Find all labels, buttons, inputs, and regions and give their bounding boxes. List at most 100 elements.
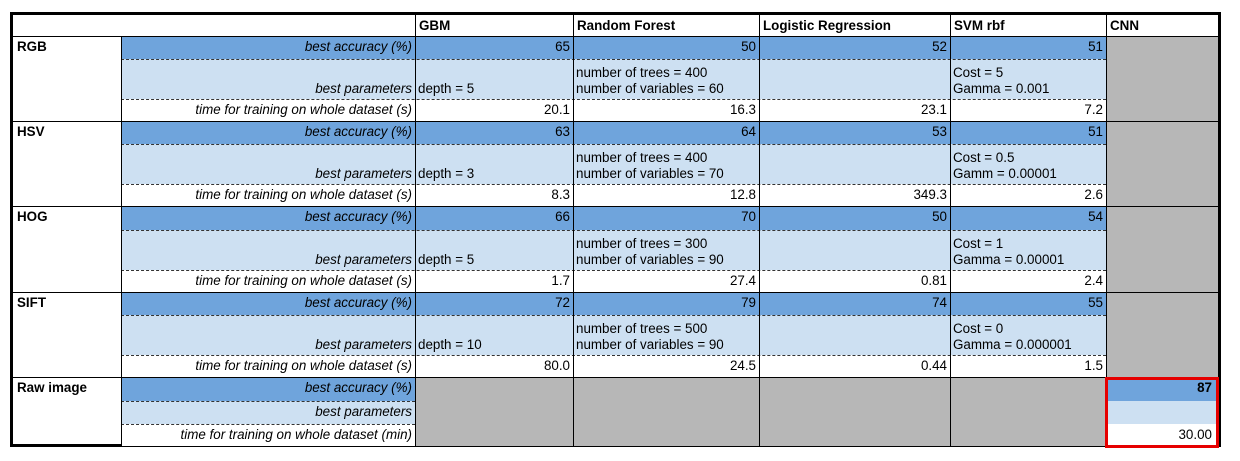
params-value: Cost = 0 Gamma = 0.000001 <box>950 315 1106 355</box>
accuracy-value: 54 <box>950 206 1106 230</box>
accuracy-value: 72 <box>415 292 573 315</box>
dashed-divider <box>121 270 1106 271</box>
row-label-accuracy: best accuracy (%) <box>121 292 415 315</box>
row-label-accuracy: best accuracy (%) <box>121 377 415 401</box>
dashed-divider <box>121 401 415 402</box>
grid-line <box>573 15 574 446</box>
param-line: number of trees = 300 <box>576 236 708 251</box>
param-line: Cost = 0.5 <box>953 150 1015 165</box>
dashed-divider <box>121 315 1106 316</box>
time-value: 349.3 <box>759 184 950 206</box>
time-value: 20.1 <box>415 99 573 121</box>
row-label-time: time for training on whole dataset (s) <box>121 184 415 206</box>
params-value <box>759 144 950 184</box>
column-header-logistic-regression: Logistic Regression <box>763 18 891 33</box>
accuracy-value: 51 <box>950 121 1106 144</box>
row-label-params: best parameters <box>121 315 415 355</box>
empty-cell <box>1106 292 1218 377</box>
params-value <box>759 59 950 99</box>
param-line: Gamma = 0.000001 <box>953 337 1072 352</box>
accuracy-value: 63 <box>415 121 573 144</box>
results-table: GBM Random Forest Logistic Regression SVM r… <box>10 12 1221 447</box>
row-label-params: best parameters <box>121 401 415 424</box>
time-value: 8.3 <box>415 184 573 206</box>
accuracy-value: 50 <box>573 36 759 59</box>
param-line: Cost = 5 <box>953 65 1004 80</box>
dashed-divider <box>121 184 1106 185</box>
param-line: Cost = 0 <box>953 321 1004 336</box>
cnn-time-value: 30.00 <box>1106 424 1218 446</box>
column-header-random-forest: Random Forest <box>577 18 676 33</box>
params-value: number of trees = 400 number of variables… <box>573 59 759 99</box>
time-value: 80.0 <box>415 355 573 377</box>
empty-cell <box>1106 206 1218 292</box>
dashed-divider <box>121 144 1106 145</box>
row-label-accuracy: best accuracy (%) <box>121 121 415 144</box>
time-value: 23.1 <box>759 99 950 121</box>
column-header-cnn: CNN <box>1110 18 1140 33</box>
params-value: depth = 3 <box>415 144 573 184</box>
feature-name: RGB <box>17 39 47 54</box>
grid-line <box>13 292 1218 293</box>
param-line: depth = 10 <box>418 337 482 352</box>
param-line: Gamma = 0.00001 <box>953 252 1065 267</box>
param-line: number of variables = 70 <box>576 166 724 181</box>
feature-name: HSV <box>17 124 45 139</box>
params-value: Cost = 1 Gamma = 0.00001 <box>950 230 1106 270</box>
grid-line <box>121 36 122 446</box>
feature-name: Raw image <box>17 380 87 395</box>
empty-cell <box>950 377 1106 446</box>
param-line: number of trees = 400 <box>576 150 708 165</box>
column-header-gbm: GBM <box>419 18 451 33</box>
feature-name: SIFT <box>17 295 47 310</box>
time-value: 27.4 <box>573 270 759 292</box>
grid-line <box>13 121 1218 122</box>
param-line: depth = 3 <box>418 166 475 181</box>
feature-name: HOG <box>17 209 48 224</box>
row-label-params: best parameters <box>121 230 415 270</box>
dashed-divider <box>121 355 1106 356</box>
row-label-params: best parameters <box>121 144 415 184</box>
param-line: number of trees = 400 <box>576 65 708 80</box>
accuracy-value: 53 <box>759 121 950 144</box>
params-value <box>759 315 950 355</box>
empty-cell <box>1106 121 1218 206</box>
grid-line <box>759 15 760 446</box>
param-line: depth = 5 <box>418 81 475 96</box>
params-value: number of trees = 400 number of variables… <box>573 144 759 184</box>
params-value: number of trees = 500 number of variables… <box>573 315 759 355</box>
row-label-time: time for training on whole dataset (s) <box>121 99 415 121</box>
dashed-divider <box>121 424 415 425</box>
row-label-time: time for training on whole dataset (s) <box>121 270 415 292</box>
grid-line <box>13 206 1218 207</box>
time-value: 1.5 <box>950 355 1106 377</box>
grid-line <box>415 15 416 446</box>
time-value: 1.7 <box>415 270 573 292</box>
time-value: 12.8 <box>573 184 759 206</box>
dashed-divider <box>121 99 1106 100</box>
params-value: depth = 5 <box>415 59 573 99</box>
row-label-time: time for training on whole dataset (s) <box>121 355 415 377</box>
accuracy-value: 65 <box>415 36 573 59</box>
row-label-params: best parameters <box>121 59 415 99</box>
param-line: Cost = 1 <box>953 236 1004 251</box>
accuracy-value: 64 <box>573 121 759 144</box>
param-line: Gamm = 0.00001 <box>953 166 1057 181</box>
grid-line <box>950 15 951 446</box>
cnn-result-highlight <box>1105 377 1219 448</box>
accuracy-value: 52 <box>759 36 950 59</box>
accuracy-value: 55 <box>950 292 1106 315</box>
time-value: 2.4 <box>950 270 1106 292</box>
grid-line <box>13 36 1218 37</box>
empty-cell <box>573 377 759 446</box>
time-value: 2.6 <box>950 184 1106 206</box>
column-header-svm-rbf: SVM rbf <box>954 18 1005 33</box>
header-blank <box>13 15 415 36</box>
accuracy-value: 79 <box>573 292 759 315</box>
params-value: depth = 10 <box>415 315 573 355</box>
row-label-time: time for training on whole dataset (min) <box>121 424 415 446</box>
empty-cell <box>1106 36 1218 121</box>
param-line: number of variables = 90 <box>576 252 724 267</box>
param-line: number of variables = 90 <box>576 337 724 352</box>
accuracy-value: 66 <box>415 206 573 230</box>
